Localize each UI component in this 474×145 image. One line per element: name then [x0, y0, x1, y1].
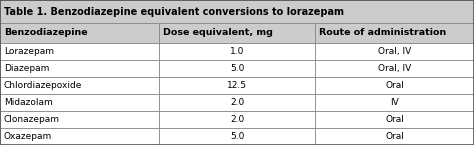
Bar	[159, 77, 315, 94]
Bar	[159, 94, 315, 111]
Bar	[159, 60, 315, 77]
Text: Chlordiazepoxide: Chlordiazepoxide	[4, 81, 82, 90]
Bar	[0, 43, 159, 60]
Text: Oral, IV: Oral, IV	[378, 64, 411, 73]
Text: 2.0: 2.0	[230, 98, 244, 107]
Text: Clonazepam: Clonazepam	[4, 115, 60, 124]
Bar	[315, 111, 474, 128]
Text: 5.0: 5.0	[230, 64, 244, 73]
Text: Oxazepam: Oxazepam	[4, 132, 52, 141]
Text: IV: IV	[390, 98, 399, 107]
Text: Lorazepam: Lorazepam	[4, 47, 54, 56]
Text: Midazolam: Midazolam	[4, 98, 53, 107]
Bar	[0, 23, 159, 43]
Bar	[159, 111, 315, 128]
Text: Oral, IV: Oral, IV	[378, 47, 411, 56]
Bar	[315, 60, 474, 77]
Text: Table 1. Benzodiazepine equivalent conversions to lorazepam: Table 1. Benzodiazepine equivalent conve…	[4, 7, 344, 17]
Text: Oral: Oral	[385, 115, 404, 124]
Bar	[159, 128, 315, 145]
Bar	[0, 111, 159, 128]
Bar	[315, 43, 474, 60]
Bar	[315, 77, 474, 94]
Text: 2.0: 2.0	[230, 115, 244, 124]
Text: Oral: Oral	[385, 81, 404, 90]
Bar	[315, 23, 474, 43]
Text: Dose equivalent, mg: Dose equivalent, mg	[163, 28, 273, 37]
Text: 5.0: 5.0	[230, 132, 244, 141]
Bar	[0, 128, 159, 145]
Text: Benzodiazepine: Benzodiazepine	[4, 28, 87, 37]
Bar	[315, 128, 474, 145]
Text: Diazepam: Diazepam	[4, 64, 49, 73]
Bar	[159, 43, 315, 60]
Bar	[0, 60, 159, 77]
Text: Oral: Oral	[385, 132, 404, 141]
Text: Route of administration: Route of administration	[319, 28, 446, 37]
Bar	[159, 23, 315, 43]
Bar	[315, 94, 474, 111]
Text: 1.0: 1.0	[230, 47, 244, 56]
Bar	[0, 77, 159, 94]
Bar	[0, 0, 474, 23]
Bar	[0, 94, 159, 111]
Text: 12.5: 12.5	[227, 81, 247, 90]
